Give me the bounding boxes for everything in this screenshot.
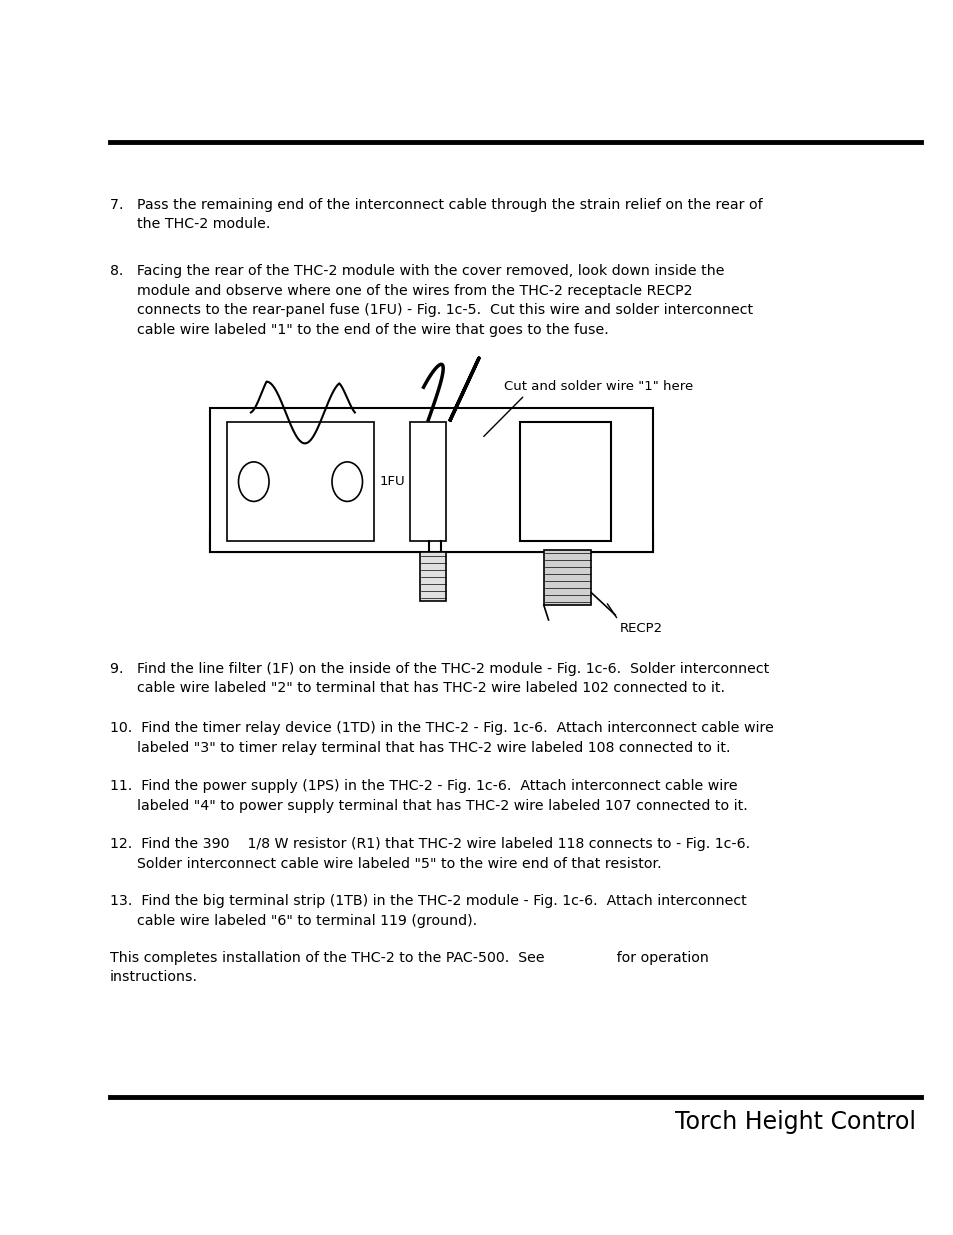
Bar [543,550,591,605]
Text: 12.  Find the 390    1/8 W resistor (R1) that THC-2 wire labeled 118 connects to: 12. Find the 390 1/8 W resistor (R1) tha… [110,837,749,871]
Text: 7.   Pass the remaining end of the interconnect cable through the strain relief : 7. Pass the remaining end of the interco… [110,198,761,231]
Text: Cut and solder wire "1" here: Cut and solder wire "1" here [503,379,692,393]
Text: 1FU: 1FU [379,475,405,488]
Bar [419,552,446,601]
Text: 13.  Find the big terminal strip (1TB) in the THC-2 module - Fig. 1c-6.  Attach : 13. Find the big terminal strip (1TB) in… [110,894,745,927]
Bar [227,422,374,541]
Bar [210,408,653,552]
Text: RECP2: RECP2 [619,622,662,636]
Text: Torch Height Control: Torch Height Control [674,1110,915,1134]
Text: 10.  Find the timer relay device (1TD) in the THC-2 - Fig. 1c-6.  Attach interco: 10. Find the timer relay device (1TD) in… [110,721,773,755]
Bar [410,422,446,541]
Text: 8.   Facing the rear of the THC-2 module with the cover removed, look down insid: 8. Facing the rear of the THC-2 module w… [110,264,752,337]
Text: This completes installation of the THC-2 to the PAC-500.  See                for: This completes installation of the THC-2… [110,951,708,984]
Text: 9.   Find the line filter (1F) on the inside of the THC-2 module - Fig. 1c-6.  S: 9. Find the line filter (1F) on the insi… [110,662,768,695]
Bar [210,531,653,552]
Bar [519,422,610,541]
Text: 11.  Find the power supply (1PS) in the THC-2 - Fig. 1c-6.  Attach interconnect : 11. Find the power supply (1PS) in the T… [110,779,747,813]
